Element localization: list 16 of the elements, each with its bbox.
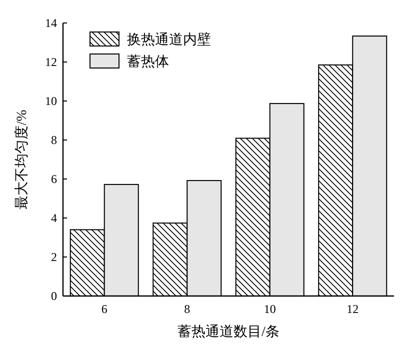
y-axis-title: 最大不均匀度/% [14, 109, 30, 210]
legend-label: 蓄热体 [127, 54, 169, 70]
y-tick-label: 8 [51, 133, 57, 147]
y-tick-label: 4 [51, 211, 57, 225]
y-tick-label: 6 [51, 172, 57, 186]
x-tick-label: 12 [346, 302, 359, 316]
y-tick-label: 10 [45, 94, 57, 108]
y-tick-label: 2 [51, 250, 57, 264]
x-tick-label: 10 [264, 302, 276, 316]
x-tick-label: 6 [101, 302, 108, 316]
y-tick-label: 0 [51, 289, 57, 303]
legend-label: 换热通道内壁 [127, 32, 211, 48]
y-tick-label: 14 [45, 16, 57, 30]
y-tick-label: 12 [45, 55, 57, 69]
x-tick-label: 8 [184, 302, 190, 316]
x-axis-title: 蓄热通道数目/条 [178, 324, 280, 340]
